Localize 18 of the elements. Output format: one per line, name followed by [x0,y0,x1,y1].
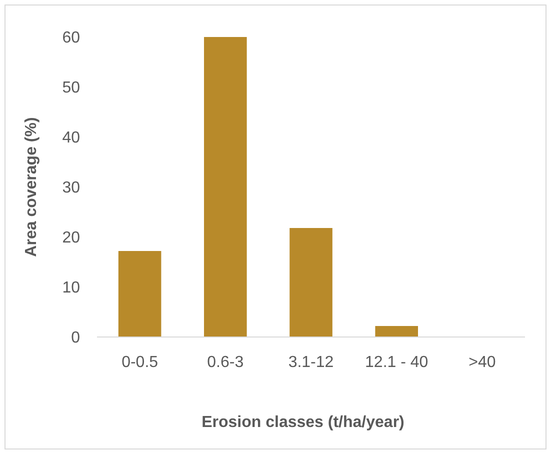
y-axis-title: Area coverage (%) [23,117,40,257]
y-tick-label: 30 [62,180,80,197]
x-tick-label: 0.6-3 [207,354,244,371]
x-tick-label: 3.1-12 [288,354,334,371]
y-tick-label: 10 [62,280,80,297]
bar [118,251,162,337]
y-tick-label: 40 [62,130,80,147]
x-tick-label: 0-0.5 [122,354,158,371]
x-axis-title: Erosion classes (t/ha/year) [202,414,404,431]
bar [375,326,418,337]
y-tick-label: 50 [62,80,80,97]
y-tick-label: 60 [62,30,80,47]
x-tick-label: 12.1 - 40 [365,354,428,371]
bar [290,228,332,337]
bar [204,37,247,337]
x-tick-label: >40 [468,354,496,371]
y-tick-label: 20 [62,230,80,247]
y-tick-label: 0 [71,330,80,347]
